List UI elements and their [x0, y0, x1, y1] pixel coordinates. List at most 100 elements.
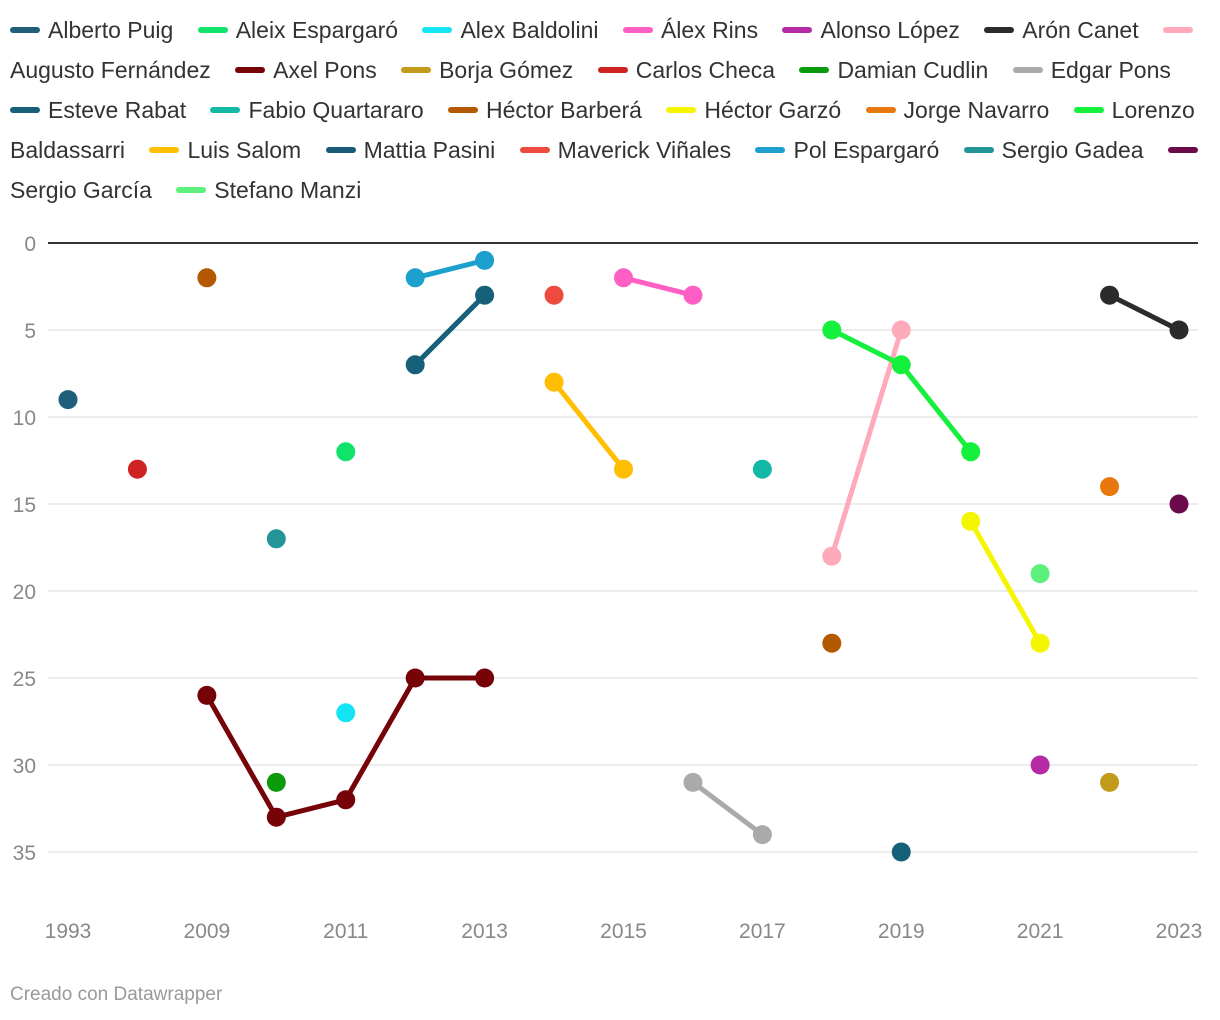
- legend-label: Luis Salom: [187, 137, 302, 163]
- data-point: [752, 459, 772, 479]
- series-line: [829, 327, 904, 559]
- data-point: [891, 320, 911, 340]
- x-tick-label: 2009: [184, 920, 231, 943]
- legend-label: Alonso López: [820, 17, 960, 43]
- legend-item: Carlos Checa: [597, 57, 775, 83]
- series-line: [204, 692, 279, 820]
- legend: Alberto Puig Aleix Espargaró Alex Baldol…: [10, 10, 1215, 210]
- y-tick-label: 15: [13, 494, 36, 517]
- series-line: [273, 797, 349, 820]
- x-tick-label: 1993: [45, 920, 92, 943]
- legend-swatch: [963, 146, 994, 153]
- legend-label: Lorenzo Baldassarri: [10, 97, 1195, 163]
- data-point: [614, 459, 633, 479]
- legend-item: Damian Cudlin: [799, 57, 988, 83]
- legend-label: Axel Pons: [273, 57, 377, 83]
- legend-swatch: [782, 26, 813, 33]
- legend-swatch: [1012, 66, 1043, 73]
- data-point: [475, 250, 495, 270]
- legend-swatch: [10, 106, 40, 113]
- legend-label: Arón Canet: [1022, 17, 1139, 43]
- legend-label: Álex Rins: [660, 17, 759, 43]
- data-point: [475, 668, 495, 688]
- series-line: [898, 362, 974, 455]
- data-point: [405, 268, 425, 288]
- data-point: [405, 355, 425, 375]
- legend-swatch: [448, 106, 479, 113]
- legend-swatch: [984, 26, 1015, 33]
- legend-swatch: [10, 26, 40, 33]
- x-tick-label: 2015: [600, 920, 647, 943]
- data-point: [891, 355, 911, 375]
- legend-label: Aleix Espargaró: [235, 17, 399, 43]
- legend-item: Stefano Manzi: [176, 177, 361, 203]
- data-point: [266, 772, 286, 792]
- data-point: [1030, 755, 1050, 775]
- data-point: [336, 790, 356, 810]
- data-point: [544, 372, 564, 392]
- data-point: [405, 668, 425, 688]
- legend-label: Mattia Pasini: [363, 137, 496, 163]
- y-tick-label: 30: [13, 755, 36, 778]
- legend-item: Maverick Viñales: [519, 137, 732, 163]
- data-point: [822, 546, 842, 566]
- data-point: [683, 285, 703, 305]
- data-point: [127, 459, 147, 479]
- data-point: [336, 703, 356, 723]
- legend-item: Héctor Garzó: [666, 97, 841, 123]
- legend-label: Damian Cudlin: [837, 57, 989, 83]
- legend-swatch: [325, 146, 356, 153]
- data-point: [1030, 564, 1050, 584]
- legend-label: Maverick Viñales: [557, 137, 732, 163]
- legend-item: Alonso López: [782, 17, 960, 43]
- x-axis: 1993 2009 2011 2013 2015 2017 2019 2021 2023: [45, 920, 1203, 943]
- data-point: [961, 511, 981, 531]
- legend-swatch: [1073, 106, 1104, 113]
- legend-swatch: [622, 26, 653, 33]
- legend-label: Jorge Navarro: [903, 97, 1050, 123]
- footer-credit: Creado con Datawrapper: [10, 984, 223, 1005]
- x-tick-label: 2023: [1156, 920, 1203, 943]
- legend-swatch: [755, 146, 786, 153]
- data-point: [266, 807, 286, 827]
- data-point: [266, 529, 286, 549]
- data-point: [544, 285, 564, 305]
- series-line: [551, 379, 626, 472]
- legend-item: Pol Espargaró: [755, 137, 939, 163]
- legend-item: Esteve Rabat: [10, 97, 186, 123]
- data-point: [891, 842, 911, 862]
- x-tick-label: 2019: [878, 920, 925, 943]
- legend-item: Álex Rins: [622, 17, 759, 43]
- legend-item: Mattia Pasini: [325, 137, 496, 163]
- data-point: [58, 390, 78, 410]
- series-line: [412, 257, 488, 281]
- data-point: [1100, 772, 1120, 792]
- x-tick-label: 2021: [1017, 920, 1064, 943]
- series-line: [1107, 292, 1182, 333]
- data-point: [336, 442, 356, 462]
- legend-label: Alberto Puig: [48, 17, 174, 43]
- legend-label: Edgar Pons: [1050, 57, 1171, 83]
- y-tick-label: 35: [13, 842, 36, 865]
- data-point: [961, 442, 981, 462]
- legend-item: Jorge Navarro: [865, 97, 1050, 123]
- legend-swatch: [597, 66, 628, 73]
- legend-label: Sergio García: [10, 177, 152, 203]
- y-tick-label: 10: [13, 407, 36, 430]
- legend-swatch: [149, 146, 180, 153]
- legend-item: Sergio García: [10, 137, 1206, 203]
- x-tick-label: 2017: [739, 920, 786, 943]
- gridlines: [48, 242, 1198, 853]
- series-lines: [204, 257, 1182, 838]
- legend-item: Sergio Gadea: [963, 137, 1144, 163]
- data-point: [822, 320, 842, 340]
- data-point: [822, 633, 842, 653]
- legend-swatch: [235, 66, 266, 73]
- legend-item: Augusto Fernández: [10, 17, 1201, 83]
- legend-item: Alberto Puig: [10, 17, 173, 43]
- x-tick-label: 2013: [461, 920, 508, 943]
- legend-label: Borja Gómez: [439, 57, 574, 83]
- legend-label: Alex Baldolini: [460, 17, 599, 43]
- data-point: [683, 772, 703, 792]
